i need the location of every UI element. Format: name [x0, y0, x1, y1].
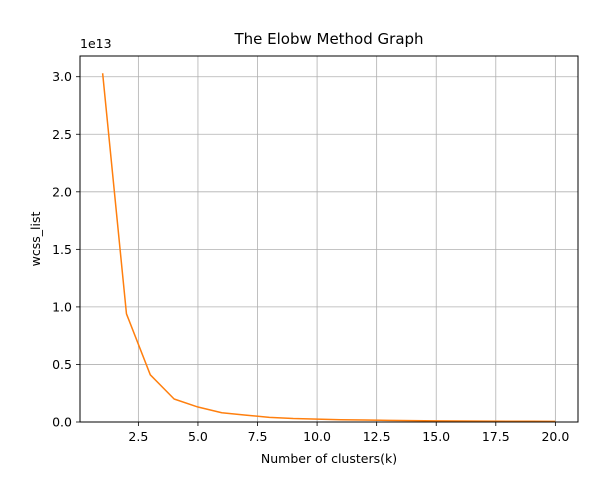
x-tick-label: 10.0 [303, 429, 331, 444]
y-axis-offset-label: 1e13 [80, 36, 112, 51]
y-tick-label: 2.5 [52, 127, 72, 142]
x-tick-label: 2.5 [128, 429, 148, 444]
y-tick-label: 1.0 [52, 299, 72, 314]
x-axis-title: Number of clusters(k) [261, 451, 397, 466]
series-layer [101, 73, 556, 423]
series-line [101, 73, 556, 423]
axis-ticks: 2.5 5.0 7.5 10.0 12.5 15.0 17.5 20.0 0.0 0.5 1.0 1.… [52, 69, 569, 444]
y-axis-title: wcss_list [28, 212, 43, 267]
plot-area-frame [79, 55, 579, 423]
y-tick-label: 0.0 [52, 415, 72, 430]
y-tick-label: 2.0 [52, 184, 72, 199]
y-tick-label: 1.5 [52, 242, 72, 257]
chart-title: The Elobw Method Graph [233, 30, 423, 48]
x-tick-label: 17.5 [482, 429, 510, 444]
y-tick-label: 0.5 [52, 357, 72, 372]
x-tick-label: 20.0 [541, 429, 569, 444]
x-tick-label: 5.0 [188, 429, 208, 444]
y-tick-label: 3.0 [52, 69, 72, 84]
x-tick-label: 7.5 [248, 429, 268, 444]
x-tick-label: 15.0 [422, 429, 450, 444]
x-tick-label: 12.5 [363, 429, 391, 444]
